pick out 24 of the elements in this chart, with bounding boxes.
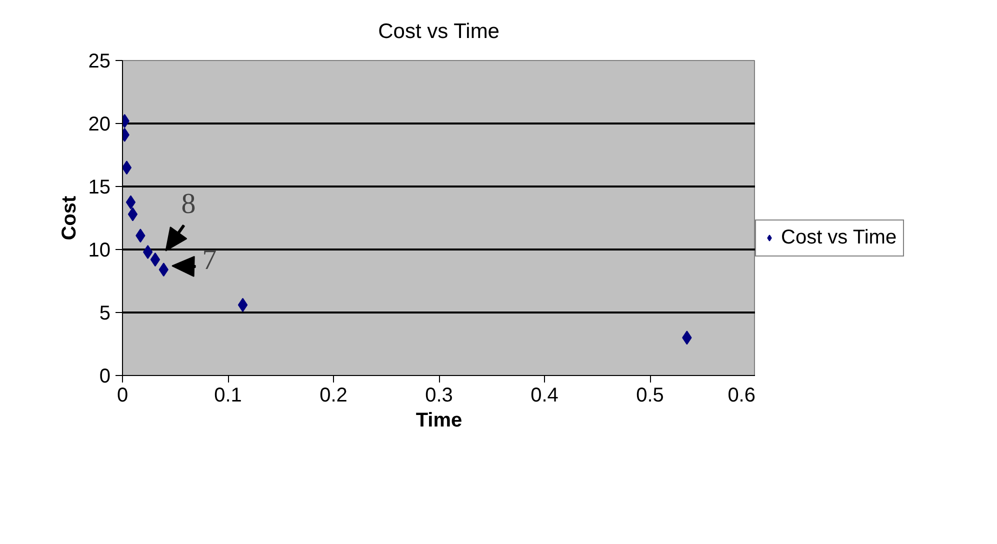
point (238, 298, 248, 312)
x-tick-label: 0.2 (320, 384, 348, 406)
annotation: 7 (202, 244, 217, 276)
x-tick-label: 0 (116, 384, 128, 406)
y-tick-label: 5 (99, 302, 110, 324)
y-tick-label: 15 (88, 176, 111, 198)
x-tick-label: 0.4 (530, 384, 558, 406)
x-tick-label: 0.5 (636, 384, 664, 406)
point (126, 195, 136, 210)
y-tick-label: 10 (88, 240, 111, 262)
x-tick-label: 0.6 (728, 384, 756, 406)
y-tick-label: 20 (88, 114, 111, 136)
point (150, 252, 160, 267)
x-tick-label: 0.1 (214, 384, 242, 406)
point (128, 207, 138, 222)
x-tick-label: 0.3 (425, 384, 453, 406)
annotation: 8 (181, 188, 196, 220)
chart-title: Cost vs Time (378, 20, 500, 43)
y-tick-label: 25 (88, 50, 111, 72)
point (142, 245, 153, 260)
legend-label: Cost vs Time (781, 226, 897, 249)
y-axis-title: Cost (58, 195, 80, 240)
y-tick-label: 0 (99, 366, 110, 388)
x-axis-title: Time (416, 410, 462, 432)
